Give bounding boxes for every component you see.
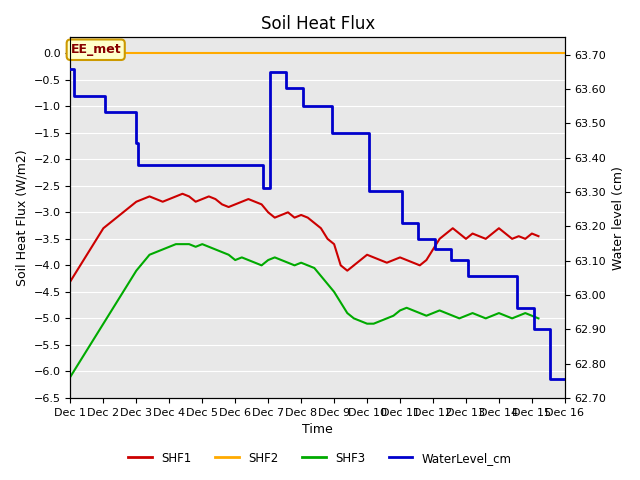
Text: EE_met: EE_met <box>70 43 121 56</box>
Y-axis label: Water level (cm): Water level (cm) <box>612 166 625 270</box>
X-axis label: Time: Time <box>302 423 333 436</box>
Y-axis label: Soil Heat Flux (W/m2): Soil Heat Flux (W/m2) <box>15 149 28 286</box>
Legend: SHF1, SHF2, SHF3, WaterLevel_cm: SHF1, SHF2, SHF3, WaterLevel_cm <box>124 447 516 469</box>
Title: Soil Heat Flux: Soil Heat Flux <box>260 15 375 33</box>
